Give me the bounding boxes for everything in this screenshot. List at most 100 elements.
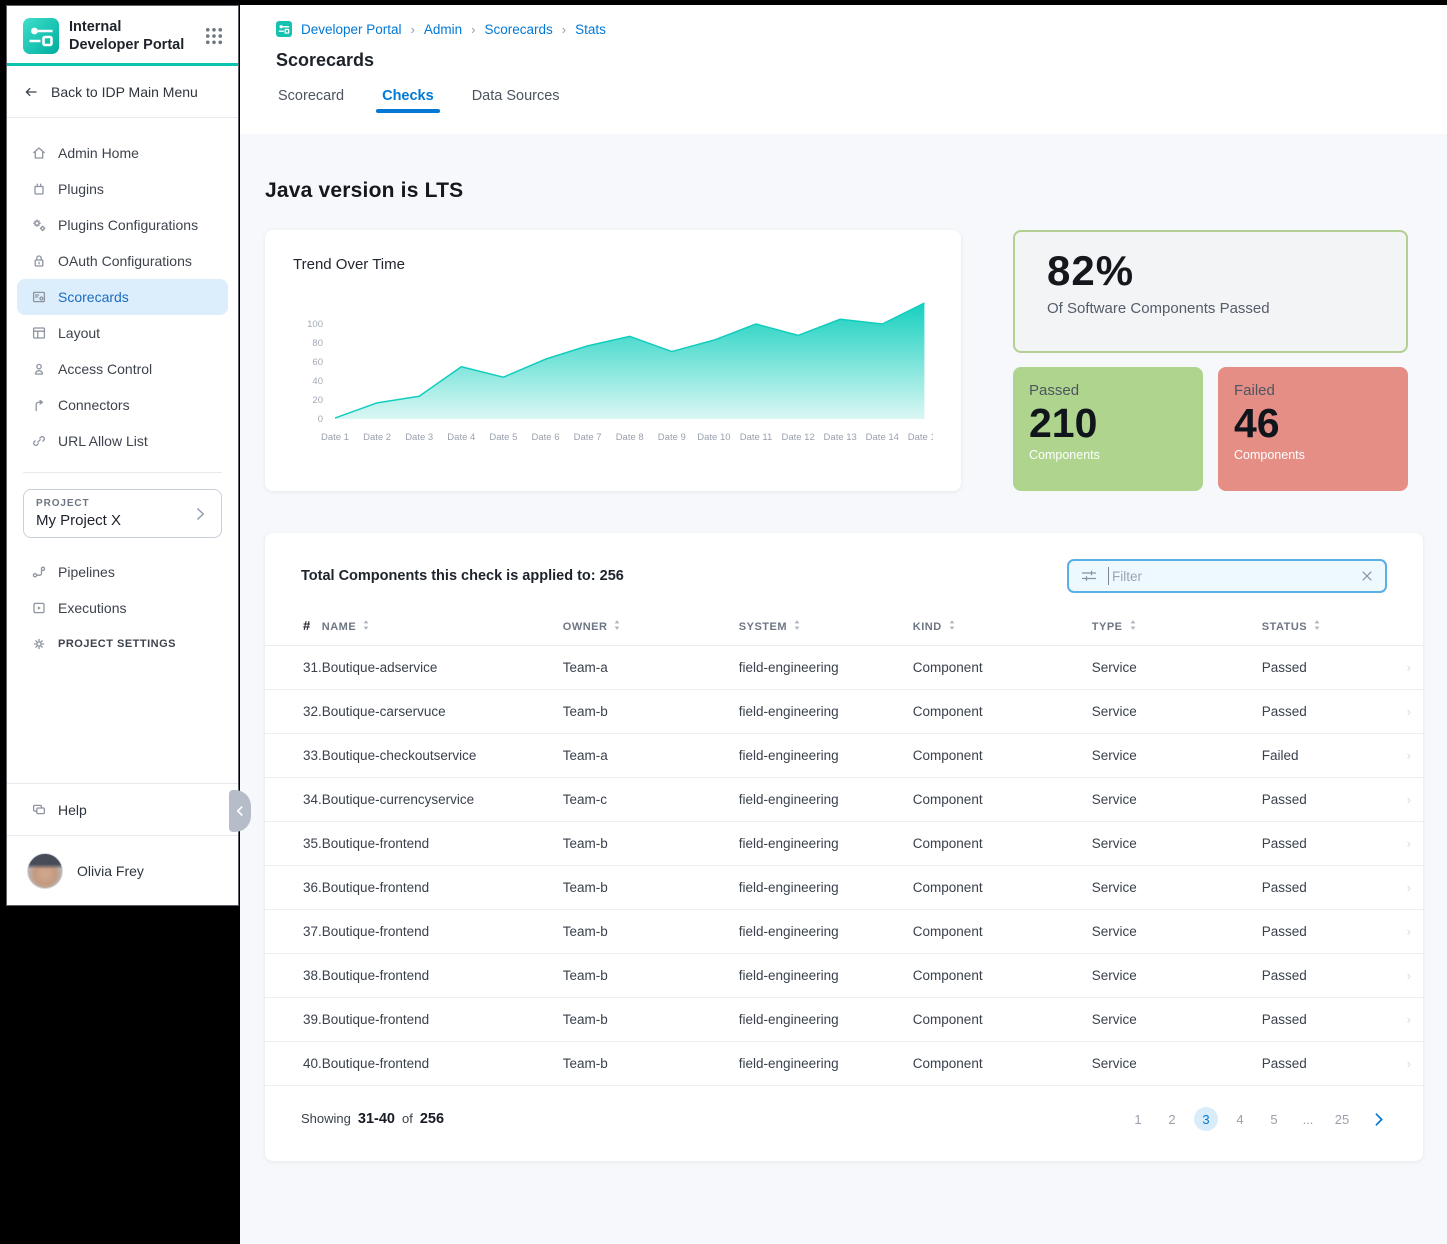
cell-status: Passed	[1262, 778, 1399, 822]
svg-text:Date 6: Date 6	[532, 432, 560, 443]
showing-summary: Showing 31-40 of 256	[301, 1111, 444, 1127]
sidebar-item-url-allow-list[interactable]: URL Allow List	[17, 423, 228, 459]
page-2[interactable]: 2	[1160, 1107, 1184, 1131]
cell-name: Boutique-currencyservice	[322, 778, 563, 822]
cell-name: Boutique-checkoutservice	[322, 734, 563, 778]
col-header-number: #	[265, 618, 322, 646]
col-header-type[interactable]: TYPE	[1092, 618, 1262, 646]
row-chevron-icon[interactable]: ›	[1399, 778, 1423, 822]
sidebar-item-connectors[interactable]: Connectors	[17, 387, 228, 423]
page-4[interactable]: 4	[1228, 1107, 1252, 1131]
table-row[interactable]: 31.Boutique-adserviceTeam-afield-enginee…	[265, 646, 1423, 690]
user-menu[interactable]: Olivia Frey	[7, 835, 238, 905]
table-row[interactable]: 35.Boutique-frontendTeam-bfield-engineer…	[265, 822, 1423, 866]
col-header-owner[interactable]: OWNER	[563, 618, 739, 646]
back-to-idp-main-menu[interactable]: Back to IDP Main Menu	[7, 66, 238, 118]
help-button[interactable]: Help	[7, 783, 238, 835]
row-chevron-icon[interactable]: ›	[1399, 1042, 1423, 1086]
svg-text:Date 12: Date 12	[781, 432, 814, 443]
sidebar-item-plugins[interactable]: Plugins	[17, 171, 228, 207]
table-row[interactable]: 37.Boutique-frontendTeam-bfield-engineer…	[265, 910, 1423, 954]
page-title: Scorecards	[276, 50, 1447, 71]
breadcrumb-developer-portal[interactable]: Developer Portal	[301, 22, 402, 37]
summary-column: 82% Of Software Components Passed Passed…	[1013, 230, 1408, 491]
admin-menu: Admin Home Plugins Plugins Configuration…	[7, 118, 238, 459]
cell-status: Failed	[1262, 734, 1399, 778]
components-table-card: Total Components this check is applied t…	[265, 533, 1423, 1161]
svg-text:Date 11: Date 11	[740, 432, 773, 443]
tab-data-sources[interactable]: Data Sources	[472, 88, 560, 113]
sidebar-collapse-handle[interactable]	[229, 790, 251, 832]
sidebar-item-admin-home[interactable]: Admin Home	[17, 135, 228, 171]
back-arrow-icon	[23, 84, 39, 100]
cell-name: Boutique-frontend	[322, 1042, 563, 1086]
filter-input[interactable]	[1108, 567, 1350, 585]
page-ellipsis: ...	[1296, 1107, 1320, 1131]
table-row[interactable]: 34.Boutique-currencyserviceTeam-cfield-e…	[265, 778, 1423, 822]
tab-checks[interactable]: Checks	[382, 88, 434, 113]
table-row[interactable]: 38.Boutique-frontendTeam-bfield-engineer…	[265, 954, 1423, 998]
chart-title: Trend Over Time	[293, 256, 933, 273]
row-chevron-icon[interactable]: ›	[1399, 866, 1423, 910]
cell-status: Passed	[1262, 690, 1399, 734]
failed-caption: Components	[1234, 448, 1392, 462]
pagination: 1 2 3 4 5 ... 25	[1126, 1107, 1387, 1131]
person-icon	[31, 361, 47, 377]
col-header-name[interactable]: NAME	[322, 618, 563, 646]
trend-area-chart: 020406080100Date 1Date 2Date 3Date 4Date…	[293, 279, 933, 457]
table-row[interactable]: 36.Boutique-frontendTeam-bfield-engineer…	[265, 866, 1423, 910]
table-row[interactable]: 39.Boutique-frontendTeam-bfield-engineer…	[265, 998, 1423, 1042]
row-chevron-icon[interactable]: ›	[1399, 954, 1423, 998]
sidebar-item-plugins-configurations[interactable]: Plugins Configurations	[17, 207, 228, 243]
table-row[interactable]: 40.Boutique-frontendTeam-bfield-engineer…	[265, 1042, 1423, 1086]
tab-scorecard[interactable]: Scorecard	[278, 88, 344, 113]
sidebar-item-project-settings[interactable]: PROJECT SETTINGS	[17, 626, 228, 662]
row-chevron-icon[interactable]: ›	[1399, 998, 1423, 1042]
filter-box[interactable]	[1067, 559, 1387, 593]
link-icon	[31, 433, 47, 449]
col-header-kind[interactable]: KIND	[913, 618, 1092, 646]
col-header-status[interactable]: STATUS	[1262, 618, 1399, 646]
scorecard-icon	[31, 289, 47, 305]
passed-count: 210	[1029, 402, 1187, 445]
sidebar-item-executions[interactable]: Executions	[17, 590, 228, 626]
next-page-chevron-icon[interactable]	[1370, 1111, 1387, 1128]
table-title: Total Components this check is applied t…	[301, 568, 624, 584]
svg-text:Date 3: Date 3	[405, 432, 433, 443]
row-chevron-icon[interactable]: ›	[1399, 646, 1423, 690]
percent-passed-value: 82%	[1047, 247, 1374, 295]
breadcrumb-admin[interactable]: Admin	[424, 22, 462, 37]
page-5[interactable]: 5	[1262, 1107, 1286, 1131]
breadcrumb-stats[interactable]: Stats	[575, 22, 606, 37]
page-25[interactable]: 25	[1330, 1107, 1354, 1131]
breadcrumb-scorecards[interactable]: Scorecards	[485, 22, 553, 37]
sidebar-item-pipelines[interactable]: Pipelines	[17, 554, 228, 590]
cell-status: Passed	[1262, 998, 1399, 1042]
row-chevron-icon[interactable]: ›	[1399, 690, 1423, 734]
clear-filter-icon[interactable]	[1360, 569, 1374, 583]
page-3-active[interactable]: 3	[1194, 1107, 1218, 1131]
row-chevron-icon[interactable]: ›	[1399, 822, 1423, 866]
row-chevron-icon[interactable]: ›	[1399, 910, 1423, 954]
gear-icon	[31, 636, 47, 652]
svg-text:Date 15: Date 15	[908, 432, 933, 443]
failed-count: 46	[1234, 402, 1392, 445]
sidebar-item-oauth-configurations[interactable]: OAuth Configurations	[17, 243, 228, 279]
page-1[interactable]: 1	[1126, 1107, 1150, 1131]
sort-icon	[948, 619, 956, 631]
row-chevron-icon[interactable]: ›	[1399, 734, 1423, 778]
col-header-system[interactable]: SYSTEM	[739, 618, 913, 646]
app-logo-icon	[23, 18, 59, 54]
project-selector[interactable]: PROJECT My Project X	[23, 489, 222, 538]
cell-name: Boutique-carservuce	[322, 690, 563, 734]
chevron-separator-icon: ›	[471, 22, 475, 37]
sidebar-item-access-control[interactable]: Access Control	[17, 351, 228, 387]
table-row[interactable]: 33.Boutique-checkoutserviceTeam-afield-e…	[265, 734, 1423, 778]
table-row[interactable]: 32.Boutique-carservuceTeam-bfield-engine…	[265, 690, 1423, 734]
percent-passed-card: 82% Of Software Components Passed	[1013, 230, 1408, 353]
sidebar-divider	[23, 472, 222, 473]
sidebar-item-scorecards[interactable]: Scorecards	[17, 279, 228, 315]
sort-icon	[1129, 619, 1137, 631]
app-switcher-grid-icon[interactable]	[204, 26, 224, 46]
sidebar-item-layout[interactable]: Layout	[17, 315, 228, 351]
